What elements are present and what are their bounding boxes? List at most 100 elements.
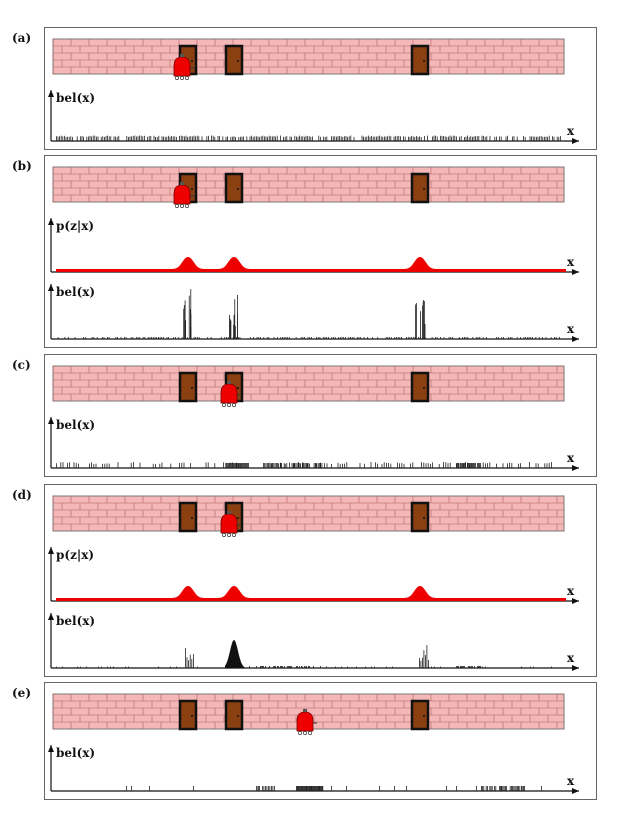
robot-sensor (180, 54, 184, 57)
particle (316, 786, 317, 791)
door-knob (191, 715, 193, 717)
particle (376, 136, 377, 141)
particle (304, 786, 305, 791)
particle (103, 337, 105, 339)
particle (89, 463, 90, 468)
x-axis-label: x (567, 124, 575, 138)
particle (348, 136, 350, 141)
particle (274, 786, 275, 791)
robot-body (220, 383, 238, 404)
particle (324, 463, 325, 468)
x-axis-label: x (567, 322, 575, 336)
particle (542, 136, 544, 141)
plot-axes: bel(x) x (48, 284, 579, 342)
particle (83, 136, 84, 141)
particle (297, 786, 299, 791)
particle (559, 337, 560, 339)
particle (517, 786, 518, 791)
particle (478, 463, 479, 468)
particle (101, 337, 103, 339)
particle (524, 786, 525, 791)
particle (345, 337, 346, 339)
particle (302, 463, 303, 468)
particle (116, 136, 118, 141)
panel-b: p(z|x) x bel(x) x (44, 155, 597, 348)
particle (105, 135, 107, 141)
particle (251, 135, 252, 141)
x-arrow (572, 465, 579, 471)
y-arrow (48, 417, 54, 424)
particle (534, 136, 536, 141)
particle (322, 337, 324, 339)
particle (314, 786, 316, 791)
particle (337, 462, 339, 468)
particle (284, 666, 285, 668)
particle (240, 136, 241, 141)
particle (367, 337, 368, 339)
particle (347, 666, 348, 668)
particle (75, 463, 77, 468)
particle (120, 337, 122, 339)
particle (524, 136, 526, 141)
particle (96, 337, 98, 339)
particle (454, 135, 456, 141)
particle (262, 666, 263, 668)
particle (344, 463, 345, 468)
particle (426, 645, 428, 668)
particle (97, 136, 99, 141)
particle (284, 463, 286, 468)
panel-svg: bel(x) x (48, 38, 579, 144)
particle (451, 136, 452, 141)
particle (159, 463, 161, 468)
particle (195, 337, 197, 339)
particle (482, 337, 484, 339)
particle (262, 135, 264, 141)
particle (189, 309, 191, 339)
particle (459, 136, 460, 141)
plot-axes: p(z|x) x (48, 547, 579, 604)
particle (247, 463, 248, 468)
particle (548, 462, 550, 468)
door-panel (410, 699, 430, 731)
panel-svg: bel(x) x (48, 693, 579, 794)
particle (490, 786, 492, 791)
particle (385, 337, 387, 339)
particle (70, 136, 72, 141)
particle (239, 337, 241, 339)
particle (432, 136, 433, 141)
particle (346, 462, 348, 468)
particle (397, 462, 398, 468)
particle (212, 135, 214, 141)
particle (62, 666, 63, 668)
particle (377, 136, 379, 141)
particle (465, 463, 466, 468)
particle (418, 337, 419, 339)
particle (282, 337, 283, 339)
particle (232, 136, 233, 141)
particle (370, 462, 372, 468)
particle (86, 136, 88, 141)
particle (375, 462, 376, 468)
particle (173, 337, 175, 339)
particle (444, 136, 446, 141)
particle (152, 463, 154, 468)
panel-c: bel(x) x (44, 354, 597, 477)
particle (86, 666, 87, 668)
robot-sensor (303, 709, 307, 712)
particle (311, 337, 312, 339)
robot-body (173, 184, 191, 205)
particle (256, 786, 257, 791)
likelihood-curve (56, 587, 566, 601)
particle (461, 666, 462, 668)
particle (64, 337, 66, 339)
particle (249, 136, 251, 141)
particle (233, 314, 235, 339)
particle (428, 660, 429, 668)
particle (403, 136, 404, 141)
particle (211, 135, 212, 141)
particle (296, 136, 297, 141)
particle (308, 786, 309, 791)
particle (545, 337, 547, 339)
particle (468, 136, 470, 141)
particle (521, 666, 522, 668)
